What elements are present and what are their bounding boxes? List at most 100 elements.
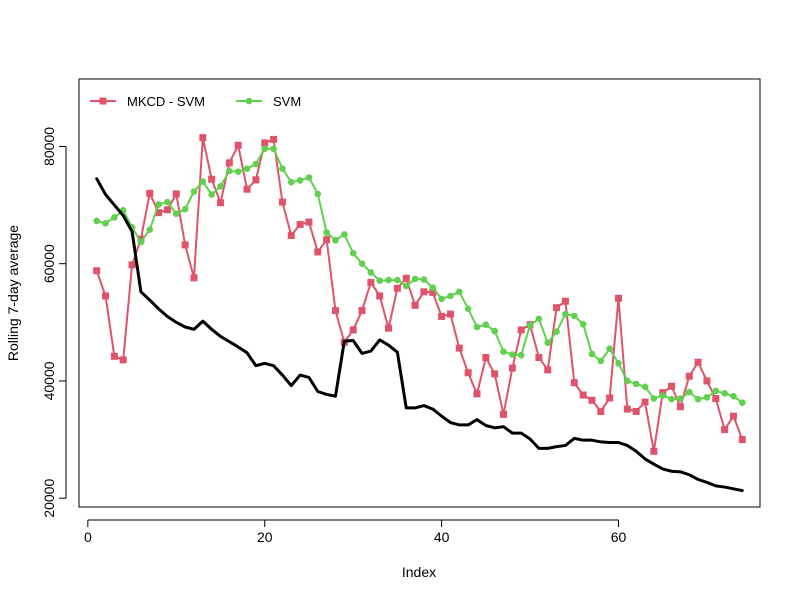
data-point-svm [402,282,410,290]
data-point-svm [155,201,162,208]
data-point-mkcd-svm [181,241,189,249]
series-layer [93,134,746,493]
data-point-svm [517,351,525,359]
data-point-mkcd-svm [261,139,269,147]
data-point-mkcd-svm [217,199,225,207]
data-point-mkcd-svm [641,398,649,406]
data-point-svm [447,292,454,300]
data-point-svm [394,276,401,284]
data-point-mkcd-svm [393,284,401,292]
data-point-mkcd-svm [243,185,251,193]
data-point-svm [411,275,419,283]
data-point-mkcd-svm [464,369,472,377]
legend-item-mkcd-svm: MKCD - SVM [90,94,205,109]
data-point-svm [438,295,445,303]
data-point-mkcd-svm [623,405,631,413]
data-point-mkcd-svm [411,301,419,309]
data-point-mkcd-svm [712,395,720,403]
data-point-svm [217,182,224,190]
data-point-svm [694,395,702,403]
series-actual [95,177,744,493]
series-svm [93,145,746,406]
y-tick-label: 60000 [41,244,57,283]
data-point-mkcd-svm [102,292,110,300]
x-tick-label: 20 [257,529,273,545]
legend-label: MKCD - SVM [127,94,205,109]
data-point-mkcd-svm [473,390,481,398]
data-point-svm [208,191,215,198]
data-point-mkcd-svm [500,410,508,418]
data-point-svm [641,383,649,391]
plot-frame [78,78,761,508]
data-point-mkcd-svm [579,391,587,399]
data-point-svm [624,377,631,385]
data-point-svm [385,276,392,284]
data-point-svm [376,277,384,284]
data-point-mkcd-svm [331,307,339,315]
y-tick-label: 80000 [41,127,57,166]
data-point-svm [730,392,737,400]
data-point-mkcd-svm [349,326,357,334]
data-point-mkcd-svm [446,310,454,318]
data-point-svm [509,351,516,358]
data-point-svm [597,357,605,365]
data-point-mkcd-svm [438,312,446,320]
data-point-svm [535,315,543,323]
data-point-svm [588,350,596,358]
data-point-svm [341,231,348,238]
data-point-svm [190,188,198,195]
data-point-svm [305,174,313,181]
x-tick-label: 0 [84,529,92,545]
data-point-mkcd-svm [606,394,614,402]
legend-item-svm: SVM [236,94,301,109]
data-point-svm [615,360,622,367]
x-tick-label: 60 [611,529,627,545]
data-point-svm [323,229,330,236]
data-point-svm [570,312,578,320]
data-point-svm [164,198,171,206]
data-point-svm [579,320,587,328]
data-point-mkcd-svm [676,403,684,411]
data-point-mkcd-svm [119,356,127,364]
data-point-mkcd-svm [172,190,180,198]
data-point-mkcd-svm [385,324,393,332]
series-line-actual [95,177,744,493]
data-point-svm [632,380,640,388]
data-point-svm [314,190,322,198]
data-point-mkcd-svm [93,267,101,275]
series-mkcd-svm [93,134,746,455]
data-point-svm [650,395,658,402]
x-tick-label: 40 [434,529,450,545]
y-tick-label: 20000 [41,479,57,518]
legend-marker-square [99,97,107,105]
data-point-svm [703,394,711,401]
data-point-mkcd-svm [110,352,118,360]
data-point-mkcd-svm [163,206,171,214]
data-point-mkcd-svm [553,304,561,312]
data-point-mkcd-svm [429,288,437,296]
data-point-mkcd-svm [420,288,428,296]
data-point-svm [172,210,180,218]
data-point-mkcd-svm [721,426,729,434]
data-point-mkcd-svm [305,218,313,226]
data-point-svm [677,395,684,402]
legend: MKCD - SVM SVM [90,94,301,109]
data-point-mkcd-svm [668,382,676,390]
data-point-mkcd-svm [703,377,711,385]
data-point-mkcd-svm [155,209,163,217]
data-point-svm [93,217,100,225]
data-point-mkcd-svm [358,307,366,315]
data-point-mkcd-svm [517,326,525,334]
data-point-mkcd-svm [323,236,331,244]
data-point-svm [279,165,286,173]
data-point-mkcd-svm [208,175,216,183]
data-point-svm [199,178,207,185]
data-point-svm [668,395,675,403]
data-point-svm [137,238,145,246]
legend-label: SVM [273,94,301,109]
data-point-mkcd-svm [199,134,207,142]
data-point-svm [482,321,490,328]
data-point-mkcd-svm [287,232,295,240]
